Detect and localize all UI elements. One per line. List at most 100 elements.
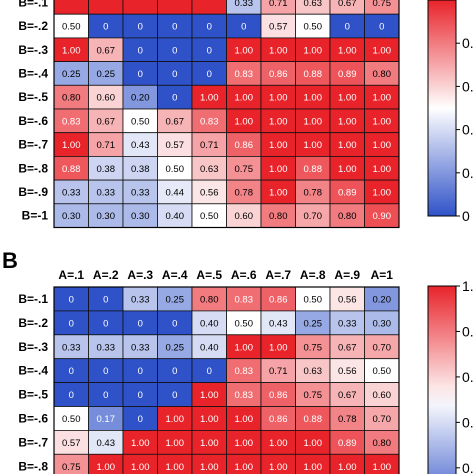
row-label: B=-.8: [18, 161, 48, 175]
cell-value-label: 0.71: [269, 0, 288, 9]
cell-value-label: 0.71: [200, 140, 219, 151]
cell-value-label: 0: [207, 45, 212, 56]
colorbar-tick-label: 0.6: [462, 369, 474, 385]
cell-value-label: 1.00: [200, 93, 219, 104]
cell-value-label: 1.00: [338, 462, 357, 473]
column-label: A=.1: [58, 268, 84, 282]
cell-value-label: 1.00: [338, 116, 357, 127]
cell-value-label: 0.86: [269, 414, 288, 425]
row-label: B=-.5: [18, 388, 48, 402]
row-label: B=-.9: [18, 185, 48, 199]
cell-value-label: 0.50: [166, 164, 185, 175]
row-label: B=-.7: [18, 435, 48, 449]
heatmap-cell: [157, 0, 193, 15]
row-label: B=-1: [22, 209, 49, 223]
heatmap-cell: [122, 0, 158, 15]
cell-value-label: 0.56: [338, 366, 357, 377]
cell-value-label: 0.75: [304, 390, 323, 401]
cell-value-label: 0: [207, 22, 212, 33]
cell-value-label: 0.60: [373, 390, 392, 401]
panel-letter: B: [2, 248, 18, 273]
cell-value-label: 0.33: [338, 318, 357, 329]
cell-value-label: 1.00: [338, 140, 357, 151]
cell-value-label: 0.71: [97, 140, 116, 151]
cell-value-label: 0.33: [235, 0, 254, 9]
cell-value-label: 1.00: [304, 140, 323, 151]
cell-value-label: 0: [138, 45, 143, 56]
cell-value-label: 0.50: [62, 414, 81, 425]
cell-value-label: 0.40: [200, 318, 219, 329]
cell-value-label: 0: [207, 69, 212, 80]
cell-value-label: 0.75: [62, 462, 81, 473]
cell-value-label: 1.00: [338, 45, 357, 56]
cell-value-label: 0.88: [304, 414, 323, 425]
column-label: A=.5: [196, 268, 222, 282]
cell-value-label: 0.67: [338, 0, 357, 9]
cell-value-label: 0.63: [304, 0, 323, 9]
column-label: A=.4: [162, 268, 188, 282]
cell-value-label: 0.67: [166, 116, 185, 127]
cell-value-label: 0.80: [269, 211, 288, 222]
cell-value-label: 0.50: [62, 22, 81, 33]
cell-value-label: 1.00: [269, 462, 288, 473]
cell-value-label: 1.00: [373, 116, 392, 127]
cell-value-label: 0: [172, 366, 177, 377]
cell-value-label: 0.60: [97, 93, 116, 104]
cell-value-label: 0.33: [131, 342, 150, 353]
row-label: B=-.3: [18, 43, 48, 57]
cell-value-label: 0: [138, 390, 143, 401]
colorbar-tick-label: 0.6: [462, 78, 474, 94]
cell-value-label: 0: [172, 318, 177, 329]
cell-value-label: 0.86: [269, 390, 288, 401]
heatmap-cell: [88, 0, 124, 15]
cell-value-label: 0.40: [166, 211, 185, 222]
cell-value-label: 0.75: [235, 164, 254, 175]
cell-value-label: 1.00: [304, 45, 323, 56]
cell-value-label: 0.70: [373, 342, 392, 353]
cell-value-label: 1.00: [373, 187, 392, 198]
row-label: B=-.2: [18, 316, 48, 330]
cell-value-label: 0.67: [338, 342, 357, 353]
panel-b-heatmap: B A=.1 A=.2 A=.3 A=.4 A=.5 A=.6 A=.7 A=.8 A=.9 A=1…: [2, 248, 474, 474]
cell-value-label: 0.83: [62, 116, 81, 127]
cell-value-label: 1.00: [269, 187, 288, 198]
cell-value-label: 0.70: [304, 211, 323, 222]
cell-value-label: 0.56: [338, 294, 357, 305]
cell-value-label: 0: [103, 318, 108, 329]
cell-value-label: 1.00: [200, 462, 219, 473]
cell-value-label: 1.00: [235, 93, 254, 104]
cell-value-label: 0.33: [97, 187, 116, 198]
cell-value-label: 1.00: [166, 438, 185, 449]
cell-value-label: 1.00: [235, 45, 254, 56]
row-label: B=-.1: [18, 0, 48, 9]
cell-value-label: 0.63: [304, 366, 323, 377]
cell-value-label: 0: [69, 390, 74, 401]
cell-value-label: 1.00: [373, 45, 392, 56]
column-label: A=.6: [231, 268, 257, 282]
cell-value-label: 1.00: [269, 140, 288, 151]
cell-value-label: 0.43: [131, 140, 150, 151]
column-label: A=.2: [93, 268, 119, 282]
column-label: A=.7: [265, 268, 291, 282]
cell-value-label: 0.67: [338, 390, 357, 401]
cell-value-label: 0: [103, 390, 108, 401]
cell-value-label: 0.25: [166, 342, 185, 353]
cell-value-label: 1.00: [373, 93, 392, 104]
cell-value-label: 1.00: [97, 462, 116, 473]
cell-value-label: 1.00: [269, 438, 288, 449]
column-label: A=.3: [127, 268, 153, 282]
cell-value-label: 1.00: [235, 342, 254, 353]
colorbar-tick-label: 1.0: [462, 278, 474, 294]
cell-value-label: 0.50: [373, 366, 392, 377]
cell-value-label: 0.80: [338, 211, 357, 222]
cell-value-label: 0.33: [131, 187, 150, 198]
cell-value-label: 0.83: [235, 294, 254, 305]
cell-value-label: 0.30: [62, 211, 81, 222]
row-label: B=-.6: [18, 114, 48, 128]
cell-value-label: 1.00: [235, 462, 254, 473]
cell-value-label: 0.38: [131, 164, 150, 175]
cell-value-label: 0.50: [131, 116, 150, 127]
cell-value-label: 1.00: [269, 164, 288, 175]
cell-value-label: 0.57: [269, 22, 288, 33]
heatmap-cell: [191, 0, 227, 15]
